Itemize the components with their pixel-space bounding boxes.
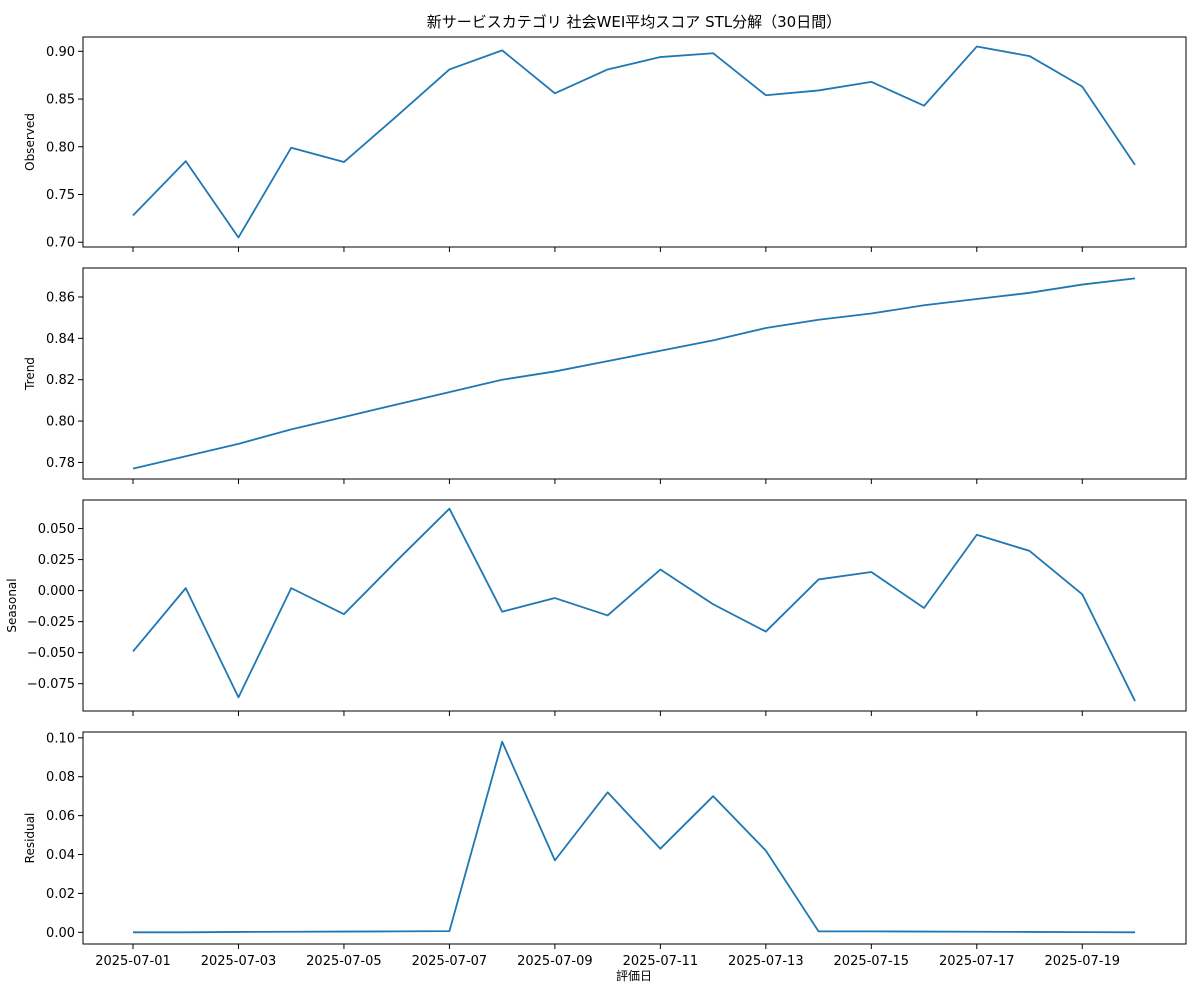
observed-y-tick-label: 0.70 [46, 236, 75, 251]
x-tick-label: 2025-07-05 [306, 954, 382, 969]
residual-y-axis-label: Residual [23, 813, 37, 864]
observed-y-tick-label: 0.90 [46, 45, 75, 60]
x-tick-label: 2025-07-09 [517, 954, 593, 969]
trend-y-tick-label: 0.84 [46, 332, 75, 347]
x-tick-label: 2025-07-19 [1044, 954, 1120, 969]
residual-axes-frame [82, 731, 1187, 945]
x-tick-label: 2025-07-03 [201, 954, 277, 969]
seasonal-axes-frame [82, 499, 1187, 712]
trend-y-tick-label: 0.86 [46, 290, 75, 305]
trend-y-tick-label: 0.80 [46, 415, 75, 430]
seasonal-panel: −0.075 −0.050 −0.025 0.000 0.025 0.050 Seasona… [5, 499, 1187, 716]
residual-y-tick-label: 0.02 [46, 887, 75, 902]
trend-series-line [132, 277, 1136, 470]
residual-y-tick-label: 0.06 [46, 809, 75, 824]
seasonal-y-tick-label: −0.025 [27, 615, 75, 630]
residual-y-tick-label: 0.04 [46, 848, 75, 863]
seasonal-series-line [132, 507, 1136, 702]
observed-axes-frame [82, 36, 1187, 248]
trend-panel: 0.78 0.80 0.82 0.84 0.86 Trend [23, 267, 1187, 484]
observed-series-line [132, 45, 1136, 239]
x-axis-ticks: 2025-07-01 2025-07-03 2025-07-05 2025-07-07… [95, 954, 1120, 969]
trend-y-axis-label: Trend [23, 357, 37, 391]
observed-y-tick-label: 0.75 [46, 188, 75, 203]
seasonal-y-tick-label: 0.050 [38, 522, 75, 537]
trend-axes-frame [82, 267, 1187, 480]
x-tick-label: 2025-07-01 [95, 954, 171, 969]
trend-y-tick-label: 0.78 [46, 456, 75, 471]
chart-title: 新サービスカテゴリ 社会WEI平均スコア STL分解（30日間） [427, 13, 841, 31]
x-tick-label: 2025-07-11 [623, 954, 699, 969]
trend-y-tick-label: 0.82 [46, 373, 75, 388]
x-tick-label: 2025-07-17 [939, 954, 1015, 969]
seasonal-y-tick-label: 0.000 [38, 584, 75, 599]
observed-y-axis-label: Observed [23, 113, 37, 171]
residual-y-tick-label: 0.08 [46, 770, 75, 785]
residual-y-tick-label: 0.10 [46, 731, 75, 746]
seasonal-y-axis-label: Seasonal [5, 578, 19, 632]
x-tick-label: 2025-07-15 [834, 954, 910, 969]
observed-y-tick-label: 0.80 [46, 140, 75, 155]
observed-panel: 0.70 0.75 0.80 0.85 0.90 Observed [23, 36, 1187, 252]
seasonal-y-tick-label: −0.075 [27, 677, 75, 692]
residual-panel: 0.00 0.02 0.04 0.06 0.08 0.10 Residual [23, 731, 1187, 949]
seasonal-y-tick-label: 0.025 [38, 553, 75, 568]
panels-group: 0.70 0.75 0.80 0.85 0.90 Observed 0.78 0.80 0.82… [5, 36, 1187, 949]
x-tick-label: 2025-07-07 [412, 954, 488, 969]
residual-series-line [133, 740, 1136, 934]
observed-y-tick-label: 0.85 [46, 93, 75, 108]
seasonal-y-tick-label: −0.050 [27, 646, 75, 661]
residual-y-tick-label: 0.00 [46, 926, 75, 941]
x-axis-label: 評価日 [616, 968, 652, 983]
x-tick-label: 2025-07-13 [728, 954, 804, 969]
